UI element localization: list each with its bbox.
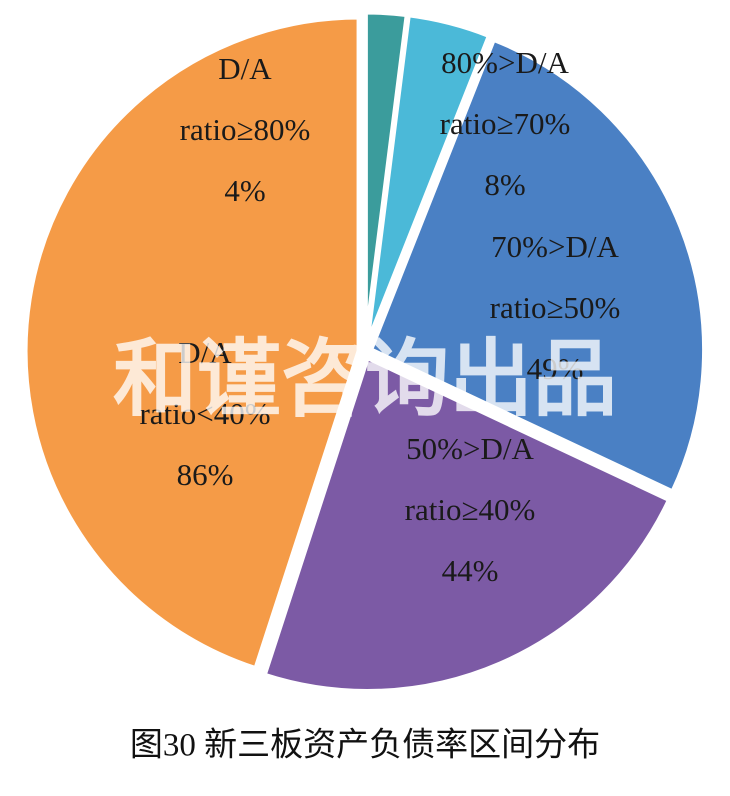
- slice-label: 44%: [442, 553, 499, 588]
- slice-label: ratio≥40%: [405, 492, 536, 527]
- pie-slice: [364, 12, 493, 348]
- slice-label: 50%>D/A: [406, 431, 534, 466]
- pie-slice: [367, 35, 708, 496]
- slice-label: ratio<40%: [139, 396, 270, 431]
- slice-label: 4%: [224, 173, 265, 208]
- labels: D/A ratio≥80% 4% 80%>D/A ratio≥70% 8% 70%>D/A r…: [139, 45, 620, 588]
- slice-label: 80%>D/A: [441, 45, 569, 80]
- slice-label: D/A: [218, 51, 272, 86]
- caption: 图30 新三板资产负债率区间分布: [130, 727, 600, 764]
- pie: [22, 9, 708, 695]
- slice-label: 8%: [484, 167, 525, 202]
- pie-slice: [261, 354, 673, 695]
- slice-label: ratio≥70%: [440, 106, 571, 141]
- slice-label: 49%: [527, 351, 584, 386]
- slice-label: ratio≥50%: [490, 290, 621, 325]
- slice-label: 70%>D/A: [491, 229, 619, 264]
- slice-label: D/A: [178, 335, 232, 370]
- pie-slice: [22, 14, 362, 672]
- watermark: 和谨咨询出品: [113, 330, 617, 428]
- slice-label: 86%: [177, 457, 234, 492]
- slice-label: ratio≥80%: [180, 112, 311, 147]
